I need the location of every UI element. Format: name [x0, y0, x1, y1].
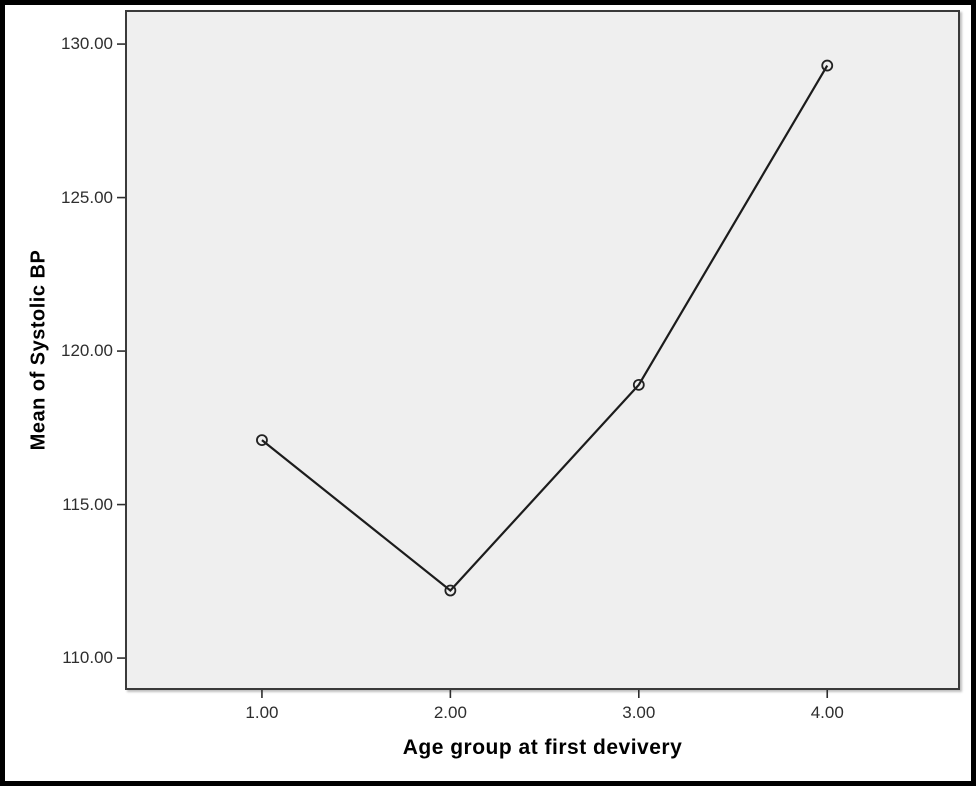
plot-area: [125, 10, 960, 690]
y-tick-label: 130.00: [61, 34, 113, 54]
line-chart: [117, 43, 834, 698]
x-axis-title: Age group at first devivery: [402, 736, 683, 759]
y-axis-title: Mean of Systolic BP: [27, 249, 50, 451]
trend-line: [261, 65, 829, 593]
data-point-marker: [256, 434, 268, 447]
y-tick-label: 125.00: [61, 187, 113, 207]
x-tick-label: 2.00: [433, 703, 467, 722]
y-tick-label: 110.00: [62, 648, 113, 668]
data-point-marker: [632, 378, 645, 391]
x-tick-label: 1.00: [245, 703, 279, 722]
y-tick-label: 120.00: [61, 341, 113, 361]
x-tick-label: 4.00: [810, 703, 844, 722]
x-tick-label: 3.00: [622, 703, 656, 722]
y-tick-label: 115.00: [62, 494, 113, 514]
data-point-marker: [444, 584, 457, 597]
data-point-marker: [821, 59, 834, 72]
